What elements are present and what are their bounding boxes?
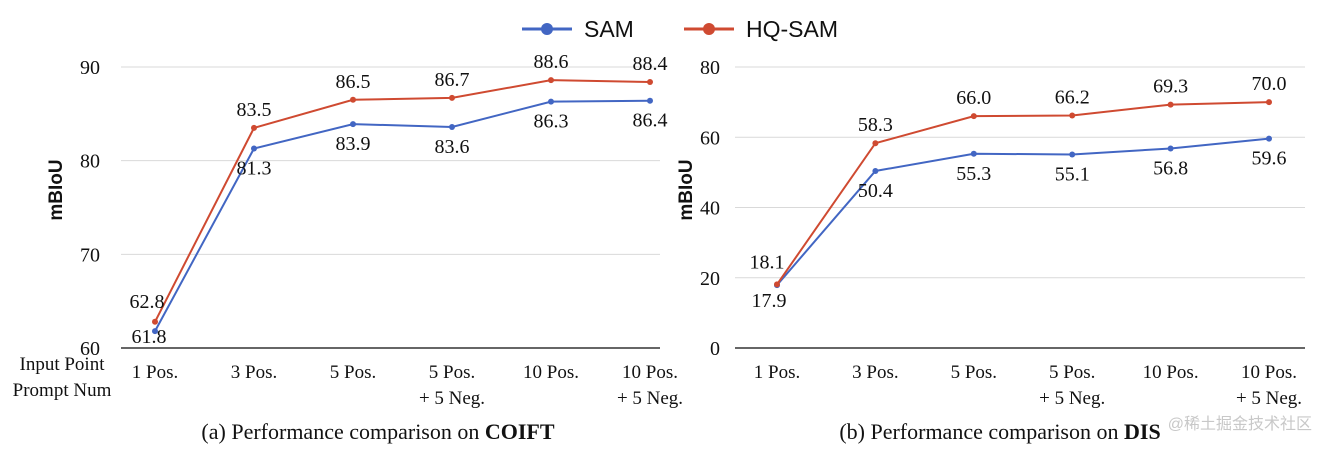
y-tick-label: 20	[700, 268, 720, 290]
data-point-sam	[872, 167, 879, 174]
data-label-hq-sam: 70.0	[1252, 73, 1287, 95]
data-label-sam: 17.9	[752, 290, 787, 312]
series-line-sam	[776, 137, 1270, 286]
data-point-hq-sam	[548, 77, 554, 84]
data-label-hq-sam: 62.8	[130, 291, 165, 313]
caption-a: (a) Performance comparison on COIFT	[201, 419, 554, 444]
data-label-sam: 86.4	[633, 110, 668, 132]
data-point-sam	[970, 150, 977, 157]
y-tick-label: 80	[80, 151, 100, 173]
y-tick-label: 40	[700, 198, 720, 220]
x-tick-label: 3 Pos.	[852, 362, 898, 383]
data-point-hq-sam	[774, 281, 780, 288]
legend-item-sam: SAM	[522, 16, 634, 42]
caption-a-bold: COIFT	[485, 419, 555, 444]
data-label-hq-sam: 66.2	[1055, 86, 1090, 108]
data-label-sam: 59.6	[1252, 148, 1287, 170]
data-label-sam: 61.8	[132, 326, 167, 348]
data-point-hq-sam	[1266, 99, 1272, 106]
data-label-hq-sam: 66.0	[956, 87, 991, 109]
series-line-sam	[154, 99, 651, 332]
legend: SAM HQ-SAM	[522, 16, 838, 42]
y-tick-label: 60	[80, 338, 100, 360]
x-tick-label: + 5 Neg.	[617, 388, 683, 409]
data-point-sam	[251, 145, 257, 152]
y-tick-label: 0	[710, 338, 720, 360]
data-point-hq-sam	[872, 140, 879, 147]
data-point-sam	[449, 123, 455, 130]
chart-coift: 60 70 80 90 mBIoU 1 Pos. 3 Pos. 5 Pos. 5 Pos. + 5…	[46, 51, 683, 409]
data-point-sam	[1167, 145, 1174, 152]
y-tick-label: 60	[700, 127, 720, 149]
x-tick-label: 5 Pos.	[330, 362, 376, 383]
data-label-hq-sam: 58.3	[858, 114, 893, 136]
legend-marker-sam	[541, 23, 553, 35]
data-point-sam	[350, 121, 356, 128]
y-tick-label: 90	[80, 57, 100, 79]
x-tick-label: 10 Pos.	[622, 362, 678, 383]
data-point-sam	[548, 98, 554, 105]
x-tick-label: 10 Pos.	[523, 362, 579, 383]
y-tick-label: 70	[80, 244, 100, 266]
data-label-sam: 83.6	[435, 136, 470, 158]
caption-b-text: (b) Performance comparison on	[839, 419, 1124, 444]
legend-item-hq-sam: HQ-SAM	[684, 16, 838, 42]
data-label-sam: 55.1	[1055, 163, 1090, 185]
series-line-hq-sam	[776, 101, 1270, 285]
caption-b: (b) Performance comparison on DIS	[839, 419, 1160, 444]
legend-label-sam: SAM	[584, 16, 634, 42]
x-tick-label: 10 Pos.	[1241, 362, 1297, 383]
x-tick-label: + 5 Neg.	[419, 388, 485, 409]
legend-marker-hq-sam	[703, 23, 715, 35]
data-label-hq-sam: 18.1	[750, 251, 785, 273]
data-label-hq-sam: 69.3	[1153, 76, 1188, 98]
data-point-hq-sam	[449, 94, 455, 101]
input-label-line2: Prompt Num	[13, 380, 112, 401]
x-tick-label: 5 Pos.	[1049, 362, 1095, 383]
data-point-sam	[1069, 151, 1076, 158]
data-point-hq-sam	[970, 113, 977, 120]
x-tick-label: 1 Pos.	[132, 362, 178, 383]
data-point-sam	[647, 97, 653, 104]
data-label-hq-sam: 88.6	[534, 51, 569, 73]
chart-dis: 0 20 40 60 80 mBIoU 1 Pos. 3 Pos. 5 Pos. 5 Pos. + …	[676, 57, 1305, 409]
series-line-hq-sam	[154, 79, 651, 323]
data-label-sam: 81.3	[237, 157, 272, 179]
data-point-hq-sam	[152, 318, 158, 325]
x-tick-label: + 5 Neg.	[1236, 388, 1302, 409]
x-tick-label: 10 Pos.	[1143, 362, 1199, 383]
x-tick-label: 3 Pos.	[231, 362, 277, 383]
data-label-sam: 56.8	[1153, 157, 1188, 179]
data-label-sam: 55.3	[956, 163, 991, 185]
x-tick-label: 5 Pos.	[951, 362, 997, 383]
data-label-hq-sam: 88.4	[633, 53, 668, 75]
x-tick-label: 5 Pos.	[429, 362, 475, 383]
data-point-hq-sam	[251, 124, 257, 131]
data-point-sam	[152, 328, 158, 335]
input-label-line1: Input Point	[20, 354, 106, 375]
x-tick-label: + 5 Neg.	[1039, 388, 1105, 409]
data-point-hq-sam	[350, 96, 356, 103]
data-label-hq-sam: 83.5	[237, 99, 272, 121]
data-point-hq-sam	[1167, 101, 1174, 108]
caption-a-text: (a) Performance comparison on	[201, 419, 484, 444]
y-axis-label: mBIoU	[46, 159, 67, 220]
data-point-hq-sam	[647, 78, 653, 85]
y-tick-label: 80	[700, 57, 720, 79]
data-label-hq-sam: 86.5	[336, 71, 371, 93]
data-label-sam: 83.9	[336, 133, 371, 155]
caption-b-bold: DIS	[1124, 419, 1161, 444]
data-label-sam: 86.3	[534, 111, 569, 133]
data-point-sam	[1266, 135, 1272, 142]
y-axis-label: mBIoU	[676, 159, 697, 220]
data-point-hq-sam	[1069, 112, 1076, 119]
data-label-hq-sam: 86.7	[435, 69, 470, 91]
x-tick-label: 1 Pos.	[754, 362, 800, 383]
legend-label-hq-sam: HQ-SAM	[746, 16, 838, 42]
data-label-sam: 50.4	[858, 180, 893, 202]
watermark: @稀土掘金技术社区	[1168, 415, 1312, 433]
